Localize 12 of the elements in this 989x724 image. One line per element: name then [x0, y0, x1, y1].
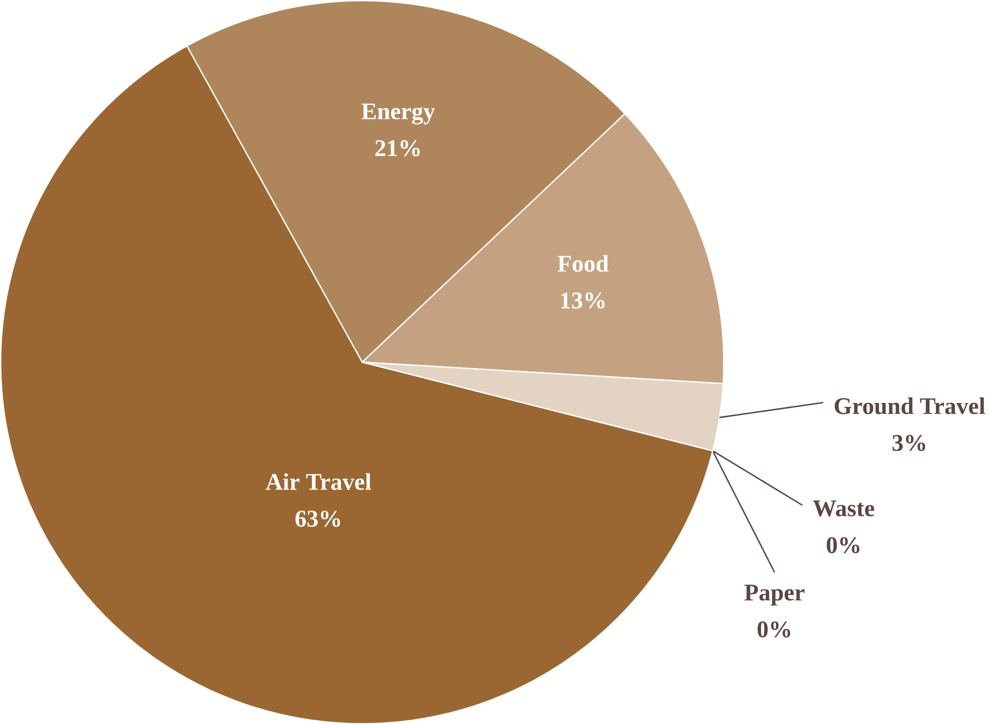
text: 0%: [826, 536, 860, 554]
data-label: 3%: [892, 434, 926, 451]
slice-label: Food: [558, 254, 609, 272]
text: 0%: [758, 621, 790, 638]
data-label: 13%: [561, 292, 605, 308]
category-label: Paper: [744, 584, 804, 606]
data-label: 21%: [375, 140, 420, 156]
category-label: Waste: [813, 500, 874, 516]
data-label: 63%: [295, 510, 340, 527]
slice-label: Ground Travel: [834, 397, 986, 414]
slice-label: Air Travel: [266, 473, 372, 490]
slice-label: Energy: [362, 103, 435, 124]
